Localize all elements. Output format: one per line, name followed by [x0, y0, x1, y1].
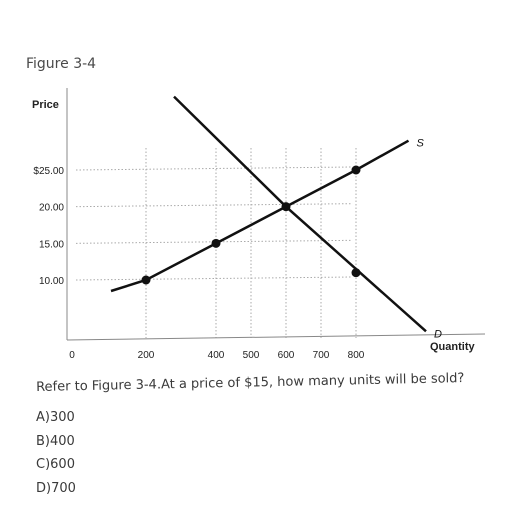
marker-s [211, 238, 221, 248]
series-line-d [173, 95, 427, 333]
x-axis [66, 333, 486, 341]
y-tick-label: 10.00 [39, 276, 64, 287]
y-axis-label: Price [32, 99, 59, 111]
x-tick-label: 800 [348, 350, 365, 361]
y-tick-label: 15.00 [39, 239, 64, 250]
figure-label: Figure 3-4 [26, 56, 97, 72]
marker-d [351, 268, 361, 278]
supply-demand-chart: Price Quantity 0 200 400 500 600 700 800 10.00… [32, 88, 486, 361]
y-tick-label: 20.00 [39, 203, 64, 214]
x-tick-label: 400 [208, 350, 225, 361]
equilibrium-marker [281, 202, 291, 212]
series-label-d: D [434, 328, 442, 340]
series-line-s [110, 139, 410, 293]
option-a[interactable]: A)300 [36, 410, 75, 425]
series-label-s: S [417, 138, 425, 150]
gridline-h [75, 166, 353, 171]
gridline-h [75, 203, 353, 208]
gridline-h [75, 239, 353, 244]
curves [110, 95, 427, 333]
gridline-h [75, 276, 353, 281]
x-axis-label: Quantity [430, 341, 475, 353]
x-tick-label: 700 [313, 350, 330, 361]
y-tick-labels: 10.00 15.00 20.00 $25.00 [33, 166, 64, 287]
x-tick-label: 500 [243, 350, 260, 361]
marker-s [351, 165, 361, 175]
curve-labels: SD [417, 138, 443, 341]
option-c[interactable]: C)600 [36, 457, 75, 472]
answer-options: A)300 B)400 C)600 D)700 [36, 410, 76, 504]
x-tick-label: 600 [278, 350, 295, 361]
marker-s [141, 275, 151, 285]
x-tick-labels: 0 200 400 500 600 700 800 [69, 350, 365, 361]
x-tick-label: 0 [69, 350, 75, 361]
y-tick-label: $25.00 [33, 166, 64, 177]
x-tick-label: 200 [138, 350, 155, 361]
option-d[interactable]: D)700 [36, 480, 76, 496]
curve-markers [141, 165, 361, 285]
option-b[interactable]: B)400 [36, 433, 75, 449]
